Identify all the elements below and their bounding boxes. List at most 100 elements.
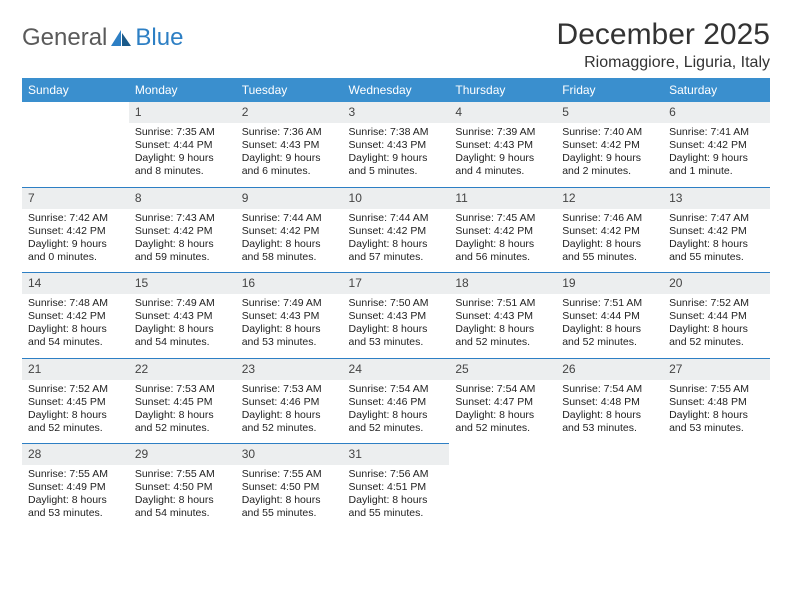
sunrise-line: Sunrise: 7:53 AM [242,383,337,396]
sunrise-line: Sunrise: 7:52 AM [28,383,123,396]
day-body: Sunrise: 7:52 AMSunset: 4:45 PMDaylight:… [22,380,129,444]
daylight-line: Daylight: 8 hours and 53 minutes. [28,494,123,520]
sunrise-line: Sunrise: 7:39 AM [455,126,550,139]
day-number: 12 [556,187,663,209]
sunset-line: Sunset: 4:43 PM [349,139,444,152]
calendar-row: 1Sunrise: 7:35 AMSunset: 4:44 PMDaylight… [22,102,770,187]
sunrise-line: Sunrise: 7:45 AM [455,212,550,225]
daylight-line: Daylight: 8 hours and 54 minutes. [135,323,230,349]
calendar-table: SundayMondayTuesdayWednesdayThursdayFrid… [22,78,770,529]
sunrise-line: Sunrise: 7:52 AM [669,297,764,310]
day-body: Sunrise: 7:54 AMSunset: 4:46 PMDaylight:… [343,380,450,444]
calendar-cell: 7Sunrise: 7:42 AMSunset: 4:42 PMDaylight… [22,187,129,273]
sunset-line: Sunset: 4:47 PM [455,396,550,409]
sunrise-line: Sunrise: 7:46 AM [562,212,657,225]
day-body: Sunrise: 7:56 AMSunset: 4:51 PMDaylight:… [343,465,450,529]
day-body: Sunrise: 7:55 AMSunset: 4:50 PMDaylight:… [129,465,236,529]
day-number: 11 [449,187,556,209]
sunrise-line: Sunrise: 7:51 AM [455,297,550,310]
calendar-cell: 5Sunrise: 7:40 AMSunset: 4:42 PMDaylight… [556,102,663,187]
weekday-header: Sunday [22,78,129,102]
logo-sail-icon [109,28,133,48]
day-body: Sunrise: 7:53 AMSunset: 4:45 PMDaylight:… [129,380,236,444]
daylight-line: Daylight: 8 hours and 58 minutes. [242,238,337,264]
daylight-line: Daylight: 8 hours and 56 minutes. [455,238,550,264]
sunset-line: Sunset: 4:45 PM [135,396,230,409]
daylight-line: Daylight: 9 hours and 1 minute. [669,152,764,178]
daylight-line: Daylight: 9 hours and 8 minutes. [135,152,230,178]
sunset-line: Sunset: 4:42 PM [455,225,550,238]
day-number: 31 [343,443,450,465]
day-body: Sunrise: 7:35 AMSunset: 4:44 PMDaylight:… [129,123,236,187]
sunset-line: Sunset: 4:46 PM [242,396,337,409]
day-body: Sunrise: 7:48 AMSunset: 4:42 PMDaylight:… [22,294,129,358]
logo-text-blue: Blue [135,24,183,52]
sunrise-line: Sunrise: 7:49 AM [242,297,337,310]
weekday-header: Saturday [663,78,770,102]
calendar-cell: 9Sunrise: 7:44 AMSunset: 4:42 PMDaylight… [236,187,343,273]
sunset-line: Sunset: 4:42 PM [135,225,230,238]
weekday-header: Wednesday [343,78,450,102]
day-number: 14 [22,272,129,294]
sunset-line: Sunset: 4:44 PM [669,310,764,323]
day-number: 17 [343,272,450,294]
day-body: Sunrise: 7:44 AMSunset: 4:42 PMDaylight:… [236,209,343,273]
sunrise-line: Sunrise: 7:55 AM [669,383,764,396]
day-body: Sunrise: 7:50 AMSunset: 4:43 PMDaylight:… [343,294,450,358]
day-body: Sunrise: 7:45 AMSunset: 4:42 PMDaylight:… [449,209,556,273]
day-body: Sunrise: 7:47 AMSunset: 4:42 PMDaylight:… [663,209,770,273]
sunset-line: Sunset: 4:51 PM [349,481,444,494]
day-number: 6 [663,102,770,123]
sunset-line: Sunset: 4:43 PM [242,310,337,323]
calendar-cell: 18Sunrise: 7:51 AMSunset: 4:43 PMDayligh… [449,272,556,358]
calendar-row: 21Sunrise: 7:52 AMSunset: 4:45 PMDayligh… [22,358,770,444]
day-number: 21 [22,358,129,380]
calendar-cell: 10Sunrise: 7:44 AMSunset: 4:42 PMDayligh… [343,187,450,273]
calendar-cell: 17Sunrise: 7:50 AMSunset: 4:43 PMDayligh… [343,272,450,358]
calendar-cell: 8Sunrise: 7:43 AMSunset: 4:42 PMDaylight… [129,187,236,273]
daylight-line: Daylight: 8 hours and 52 minutes. [349,409,444,435]
day-number: 25 [449,358,556,380]
sunset-line: Sunset: 4:44 PM [562,310,657,323]
sunrise-line: Sunrise: 7:55 AM [28,468,123,481]
day-number: 24 [343,358,450,380]
day-body: Sunrise: 7:52 AMSunset: 4:44 PMDaylight:… [663,294,770,358]
logo: General Blue [22,18,183,52]
calendar-cell: 3Sunrise: 7:38 AMSunset: 4:43 PMDaylight… [343,102,450,187]
sunrise-line: Sunrise: 7:43 AM [135,212,230,225]
weekday-header-row: SundayMondayTuesdayWednesdayThursdayFrid… [22,78,770,102]
calendar-cell: 20Sunrise: 7:52 AMSunset: 4:44 PMDayligh… [663,272,770,358]
sunset-line: Sunset: 4:42 PM [669,139,764,152]
logo-text-general: General [22,24,107,52]
calendar-cell: 23Sunrise: 7:53 AMSunset: 4:46 PMDayligh… [236,358,343,444]
day-number: 10 [343,187,450,209]
day-body: Sunrise: 7:46 AMSunset: 4:42 PMDaylight:… [556,209,663,273]
day-number: 7 [22,187,129,209]
calendar-cell: 12Sunrise: 7:46 AMSunset: 4:42 PMDayligh… [556,187,663,273]
daylight-line: Daylight: 8 hours and 53 minutes. [562,409,657,435]
day-number: 2 [236,102,343,123]
header: General Blue December 2025 Riomaggiore, … [22,18,770,72]
sunset-line: Sunset: 4:42 PM [349,225,444,238]
day-body: Sunrise: 7:40 AMSunset: 4:42 PMDaylight:… [556,123,663,187]
day-body: Sunrise: 7:42 AMSunset: 4:42 PMDaylight:… [22,209,129,273]
title-block: December 2025 Riomaggiore, Liguria, Ital… [557,18,770,72]
day-body: Sunrise: 7:39 AMSunset: 4:43 PMDaylight:… [449,123,556,187]
calendar-cell: 13Sunrise: 7:47 AMSunset: 4:42 PMDayligh… [663,187,770,273]
daylight-line: Daylight: 8 hours and 52 minutes. [562,323,657,349]
daylight-line: Daylight: 8 hours and 55 minutes. [242,494,337,520]
sunrise-line: Sunrise: 7:55 AM [135,468,230,481]
page-title: December 2025 [557,18,770,52]
day-number: 18 [449,272,556,294]
sunrise-line: Sunrise: 7:55 AM [242,468,337,481]
sunset-line: Sunset: 4:42 PM [28,310,123,323]
day-number: 16 [236,272,343,294]
calendar-cell: 25Sunrise: 7:54 AMSunset: 4:47 PMDayligh… [449,358,556,444]
day-body: Sunrise: 7:55 AMSunset: 4:50 PMDaylight:… [236,465,343,529]
day-number: 20 [663,272,770,294]
sunset-line: Sunset: 4:44 PM [135,139,230,152]
day-body: Sunrise: 7:49 AMSunset: 4:43 PMDaylight:… [236,294,343,358]
weekday-header: Thursday [449,78,556,102]
sunrise-line: Sunrise: 7:42 AM [28,212,123,225]
day-number: 15 [129,272,236,294]
